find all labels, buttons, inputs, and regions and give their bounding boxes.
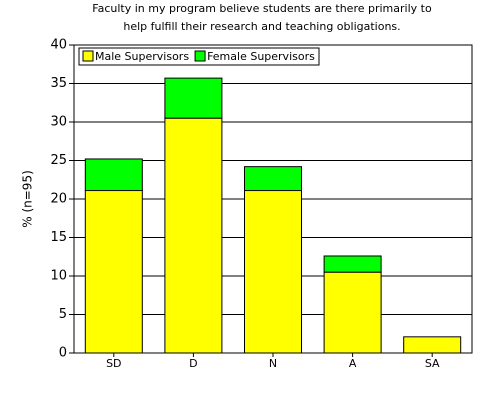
- x-tick-label: N: [269, 357, 277, 370]
- x-tick-label: SD: [106, 357, 121, 370]
- legend-swatch: [82, 50, 94, 62]
- x-tick-label: SA: [425, 357, 440, 370]
- y-tick-label: 35: [50, 76, 67, 91]
- y-tick-label: 30: [50, 115, 67, 130]
- y-axis-label: % (n=95): [21, 170, 35, 228]
- bar-segment: [403, 336, 462, 354]
- y-tick-label: 5: [59, 307, 67, 322]
- x-tick-label: D: [189, 357, 197, 370]
- bar-segment: [244, 190, 302, 354]
- legend-label: Male Supervisors: [95, 50, 189, 63]
- bar-segment: [244, 166, 302, 192]
- bar-segment: [164, 77, 223, 119]
- y-tick-label: 15: [50, 230, 67, 245]
- bar-segment: [323, 255, 382, 273]
- legend-label: Female Supervisors: [207, 50, 315, 63]
- y-tick-label: 20: [50, 192, 67, 207]
- y-tick-label: 10: [50, 269, 67, 284]
- y-tick-label: 40: [50, 38, 67, 53]
- chart-title: help fulfill their research and teaching…: [123, 20, 400, 33]
- bar-segment: [84, 190, 143, 354]
- x-tick-label: A: [349, 357, 357, 370]
- y-tick-label: 0: [59, 346, 67, 361]
- bar-segment: [164, 117, 223, 354]
- legend-swatch: [194, 50, 206, 62]
- bar-segment: [323, 271, 382, 354]
- chart-title: Faculty in my program believe students a…: [92, 2, 432, 15]
- bar-segment: [84, 158, 143, 192]
- y-tick-label: 25: [50, 153, 67, 168]
